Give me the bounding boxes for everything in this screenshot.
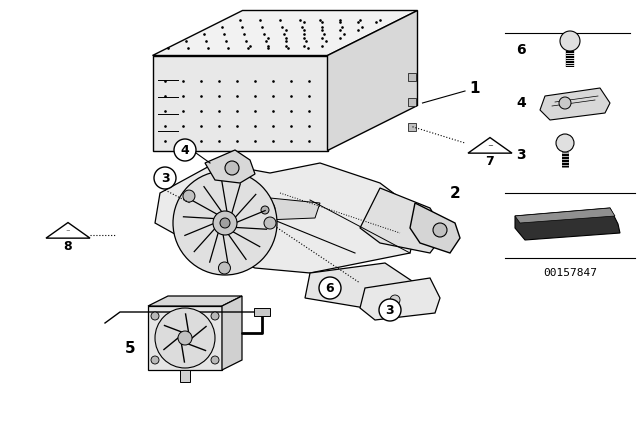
Polygon shape <box>360 278 440 320</box>
FancyBboxPatch shape <box>254 308 270 316</box>
Polygon shape <box>148 296 242 306</box>
Text: 2: 2 <box>450 185 460 201</box>
Circle shape <box>173 171 277 275</box>
Circle shape <box>151 312 159 320</box>
Circle shape <box>261 206 269 214</box>
Polygon shape <box>195 198 320 230</box>
Text: 00157847: 00157847 <box>543 268 597 278</box>
Polygon shape <box>152 56 328 151</box>
Polygon shape <box>155 163 420 273</box>
Polygon shape <box>328 10 417 151</box>
Text: 1: 1 <box>470 81 480 95</box>
Polygon shape <box>515 208 615 223</box>
Circle shape <box>433 223 447 237</box>
Circle shape <box>264 217 276 229</box>
Polygon shape <box>515 208 620 240</box>
Circle shape <box>218 262 230 274</box>
Circle shape <box>560 31 580 51</box>
Text: 7: 7 <box>486 155 494 168</box>
Polygon shape <box>305 263 415 308</box>
Circle shape <box>178 331 192 345</box>
Text: 5: 5 <box>125 340 135 356</box>
Circle shape <box>213 211 237 235</box>
Polygon shape <box>410 203 460 253</box>
Text: 8: 8 <box>64 240 72 253</box>
Text: 6: 6 <box>326 281 334 294</box>
Circle shape <box>154 167 176 189</box>
Circle shape <box>390 295 400 305</box>
Text: ~: ~ <box>66 228 70 233</box>
Circle shape <box>174 139 196 161</box>
Circle shape <box>211 312 219 320</box>
Polygon shape <box>148 306 222 370</box>
Polygon shape <box>360 188 445 253</box>
Text: 4: 4 <box>516 96 526 110</box>
Text: ~: ~ <box>487 143 493 149</box>
Polygon shape <box>222 296 242 370</box>
Polygon shape <box>152 10 417 56</box>
Circle shape <box>255 200 275 220</box>
Polygon shape <box>540 88 610 120</box>
Circle shape <box>155 308 215 368</box>
FancyBboxPatch shape <box>408 98 415 105</box>
Circle shape <box>183 190 195 202</box>
Circle shape <box>379 299 401 321</box>
Circle shape <box>151 356 159 364</box>
Text: 3: 3 <box>386 303 394 316</box>
Polygon shape <box>205 150 255 183</box>
Circle shape <box>220 218 230 228</box>
Polygon shape <box>468 138 512 153</box>
FancyBboxPatch shape <box>408 73 415 81</box>
Text: 6: 6 <box>516 43 526 57</box>
Circle shape <box>225 161 239 175</box>
Text: 3: 3 <box>161 172 170 185</box>
FancyBboxPatch shape <box>180 370 190 382</box>
Circle shape <box>211 356 219 364</box>
Text: 3: 3 <box>516 148 526 162</box>
Polygon shape <box>46 223 90 238</box>
Circle shape <box>319 277 341 299</box>
Circle shape <box>559 97 571 109</box>
FancyBboxPatch shape <box>408 122 415 130</box>
Text: 4: 4 <box>180 143 189 156</box>
Circle shape <box>556 134 574 152</box>
